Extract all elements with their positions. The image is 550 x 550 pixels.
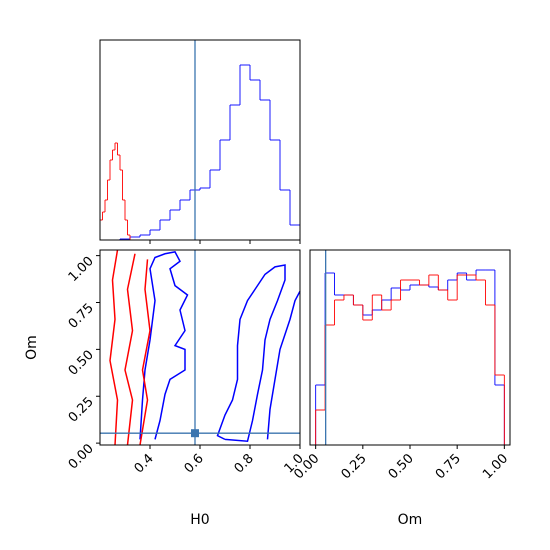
panel — [109, 249, 301, 446]
x-axis-label: H0 — [190, 512, 209, 528]
contour-line — [216, 264, 286, 443]
x-tick-label: 0.75 — [433, 451, 464, 482]
axes-frame — [309, 249, 511, 446]
contour-line — [109, 249, 119, 446]
x-tick-label: 0.6 — [182, 451, 207, 476]
truth-marker — [191, 429, 199, 438]
y-tick-label: 0.75 — [66, 301, 97, 332]
panel — [315, 269, 505, 445]
x-tick-label: 0.25 — [339, 451, 370, 482]
x-tick-label: 0.4 — [132, 451, 157, 476]
contour-line — [266, 290, 301, 440]
x-axis-label: Om — [398, 512, 423, 528]
panel — [99, 64, 301, 241]
contour-line — [139, 251, 189, 440]
x-tick-label: 0.50 — [386, 451, 417, 482]
y-axis-label: Om — [24, 335, 40, 360]
contour-line — [139, 259, 151, 446]
y-tick-label: 1.00 — [66, 254, 97, 285]
y-tick-label: 0.50 — [66, 348, 97, 379]
x-tick-label: 1.00 — [480, 451, 511, 482]
y-tick-label: 0.25 — [66, 394, 97, 425]
x-tick-label: 0.8 — [232, 451, 257, 476]
y-tick-label: 0.00 — [66, 441, 97, 472]
contour-line — [124, 253, 136, 446]
